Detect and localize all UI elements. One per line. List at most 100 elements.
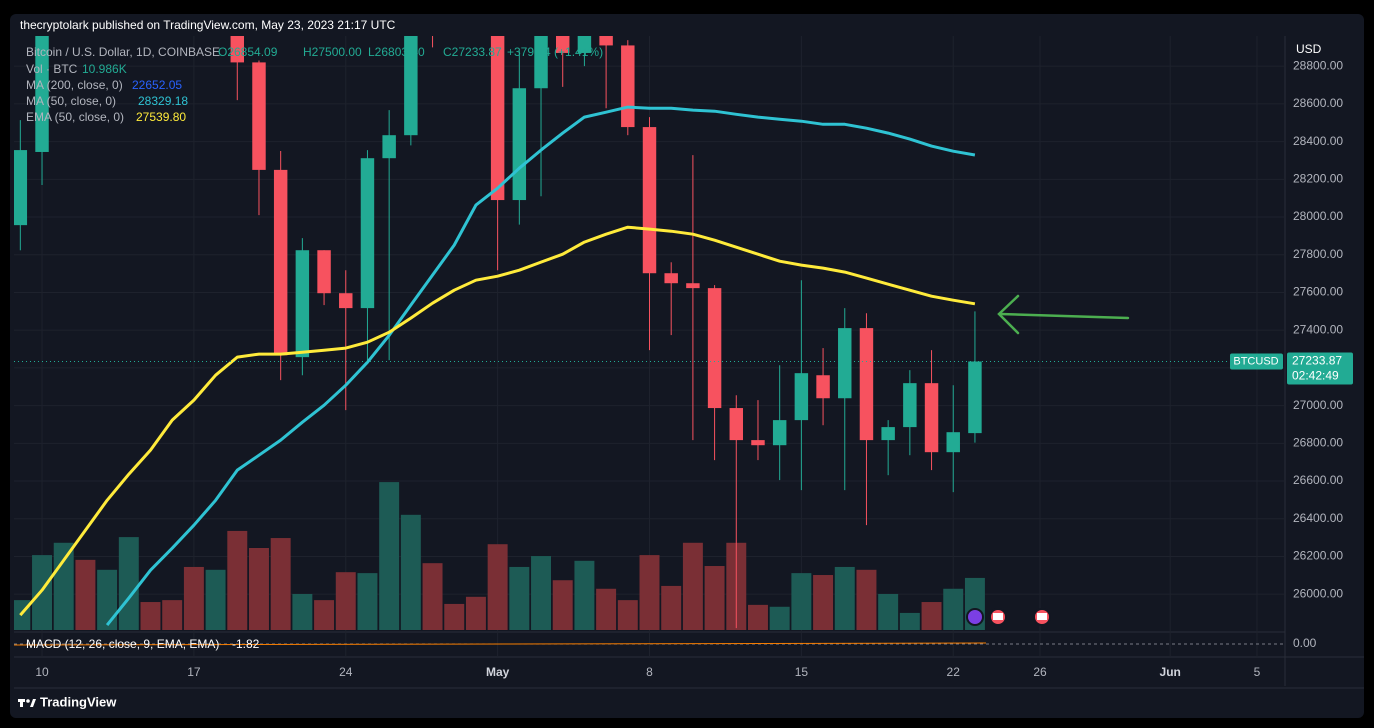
volume-bar [32, 555, 53, 630]
volume-bar [856, 569, 877, 630]
x-tick-label: Jun [1160, 665, 1181, 679]
volume-bar [791, 573, 812, 630]
candle-body [816, 375, 830, 399]
volume-bar [183, 566, 204, 630]
y-tick-label: 26000.00 [1293, 586, 1343, 600]
volume-bar [661, 585, 682, 630]
series-legend-value: 22652.05 [132, 78, 182, 92]
x-tick-label: May [486, 665, 510, 679]
volume-bar [878, 593, 899, 630]
candle-body [273, 169, 288, 356]
volume-bar [899, 612, 920, 630]
volume-bar [943, 588, 964, 630]
volume-bar [270, 538, 291, 630]
candle-body [317, 250, 331, 294]
symbol-tag [1230, 353, 1283, 370]
candle-body [859, 328, 874, 441]
candle-body [838, 328, 852, 399]
volume-bar [248, 547, 269, 630]
candle-body [642, 127, 657, 274]
volume-bar [227, 530, 248, 630]
series-legend: MA (50, close, 0) [26, 94, 116, 108]
ohlc-label: C27233.87 [443, 45, 502, 59]
volume-bar [357, 573, 378, 630]
y-tick-label: 28600.00 [1293, 96, 1343, 110]
volume-bar [574, 560, 595, 630]
x-tick-label: 10 [35, 665, 49, 679]
volume-bar [292, 593, 313, 630]
volume-bar [704, 566, 725, 630]
volume-bar [596, 588, 617, 630]
macd-legend: MACD (12, 26, close, 9, EMA, EMA) [26, 637, 219, 651]
ohlc-label: O26854.09 [218, 45, 278, 59]
volume-bar [422, 563, 443, 630]
volume-bar [509, 566, 530, 630]
y-tick-label: 26200.00 [1293, 549, 1343, 563]
volume-bar [335, 572, 356, 630]
y-tick-label: 26400.00 [1293, 511, 1343, 525]
candle-body [230, 36, 245, 63]
volume-bar [465, 596, 486, 630]
moving-average-line [19, 225, 976, 617]
moving-average-line [105, 105, 976, 627]
volume-bar [118, 537, 139, 630]
volume-bar [314, 600, 335, 630]
annotation-arrow [997, 294, 1130, 335]
volume-bar [75, 559, 96, 630]
footer-brand: TradingView [40, 694, 117, 709]
x-tick-label: 24 [339, 665, 353, 679]
candle-body [490, 36, 505, 201]
x-tick-label: 26 [1033, 665, 1047, 679]
event-icons [966, 608, 1051, 626]
x-tick-label: 5 [1254, 665, 1261, 679]
series-legend-value: 28329.18 [138, 94, 188, 108]
candle-body [664, 273, 678, 284]
y-tick-label: 27800.00 [1293, 247, 1343, 261]
macd-value: -1.82 [232, 637, 260, 651]
y-tick-label: 28200.00 [1293, 171, 1343, 185]
tv-logo [18, 699, 36, 707]
header: thecryptolark published on TradingView.c… [20, 18, 396, 32]
y-tick-label: 28800.00 [1293, 58, 1343, 72]
candle-body [14, 150, 28, 226]
candle-body [404, 36, 418, 136]
series-legend: MA (200, close, 0) [26, 78, 123, 92]
candle-body [772, 420, 787, 446]
candle-body [360, 158, 375, 309]
volume-bar [379, 482, 400, 630]
volume-bar [639, 555, 660, 630]
candle-body [35, 36, 49, 152]
candle-body [621, 45, 635, 128]
y-tick-label: 28000.00 [1293, 209, 1343, 223]
y-tick-label: 26800.00 [1293, 435, 1343, 449]
y-tick-label: 27600.00 [1293, 285, 1343, 299]
volume-bar [769, 606, 790, 630]
volume-bar [140, 602, 161, 630]
symbol-tag-text: BTCUSD [1233, 355, 1278, 367]
y-tick-label: 26600.00 [1293, 473, 1343, 487]
volume-legend-value: 10.986K [82, 62, 127, 76]
volume-bar [531, 556, 552, 630]
volume-legend: Vol · BTC [26, 62, 78, 76]
price-tag-value: 27233.87 [1292, 354, 1342, 368]
y-tick-label: 27400.00 [1293, 322, 1343, 336]
volume-bar [813, 575, 834, 630]
candle-body [751, 440, 765, 446]
panel [10, 14, 1364, 718]
x-tick-label: 8 [646, 665, 653, 679]
candle-body [686, 283, 700, 289]
volume-bar [834, 566, 855, 630]
candle-body [512, 88, 527, 201]
volume-bar [921, 602, 942, 630]
volume-bar [97, 569, 118, 630]
candle-body [968, 361, 982, 434]
x-tick-label: 22 [947, 665, 961, 679]
candle-body [946, 432, 960, 453]
candle-body [295, 250, 310, 358]
candle-body [252, 62, 266, 170]
volume-bar [747, 604, 768, 630]
candle-body [729, 408, 744, 441]
y-tick-label: 28400.00 [1293, 134, 1343, 148]
macd-signal [13, 642, 987, 646]
candle-body [339, 293, 353, 309]
